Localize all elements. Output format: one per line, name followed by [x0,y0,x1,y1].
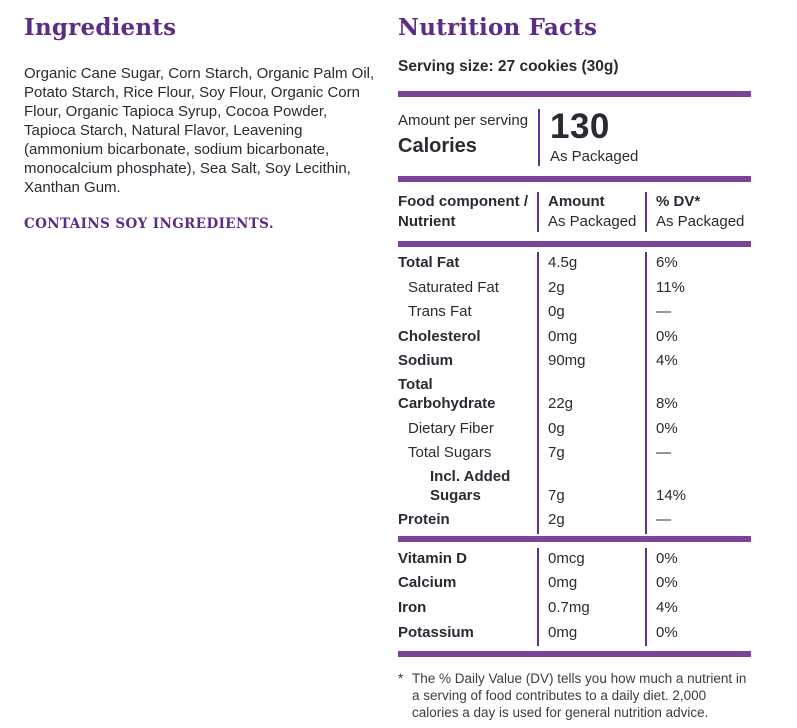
nutrient-name: Dietary Fiber [408,419,494,437]
nutrient-dv: 0% [645,572,751,597]
nutrient-name: Cholesterol [398,327,481,345]
calories-value: 130 [550,107,610,146]
table-row: Total Fat 4.5g 6% [398,252,751,277]
nutrient-name: Total Fat [398,254,460,272]
nutrient-dv: 11% [645,276,751,302]
nutrient-amount: 7g [537,442,645,467]
nutrient-amount: 2g [537,509,645,534]
header-dv: % DV* As Packaged [645,192,751,232]
divider-bar [398,535,751,542]
nutrient-amount: 22g [537,374,645,418]
table-row: Iron 0.7mg 4% [398,596,751,622]
table-row: Incl. Added Sugars 7g 14% [398,466,751,510]
amount-per-serving-label: Amount per serving [398,112,529,129]
nutrient-rows: Total Fat 4.5g 6% Saturated Fat 2g 11% T… [398,247,751,536]
nutrient-amount: 4.5g [537,252,645,277]
table-row: Protein 2g — [398,509,751,534]
nutrient-dv: 6% [645,252,751,277]
calories-label: Calories [398,135,477,157]
nutrient-amount: 0g [537,301,645,326]
footnote-text: The % Daily Value (DV) tells you how muc… [412,671,747,721]
nutrient-dv: — [645,509,751,534]
nutrient-amount: 2g [537,276,645,302]
nutrient-dv: 0% [645,547,751,573]
nutrient-name: Vitamin D [398,549,467,567]
table-row: Potassium 0mg 0% [398,621,751,647]
nutrient-dv: — [645,442,751,467]
ingredients-section: Ingredients Organic Cane Sugar, Corn Sta… [24,12,376,232]
allergen-statement: CONTAINS SOY INGREDIENTS. [24,216,274,232]
vitamin-rows: Vitamin D 0mcg 0% Calcium 0mg 0% Iron 0.… [398,542,751,651]
nutrient-name: Total Carbohydrate [398,375,496,412]
nutrient-dv: 4% [645,596,751,622]
nutrient-name: Sodium [398,352,453,370]
calories-block: Amount per serving Calories 130 As Packa… [398,97,751,176]
nutrient-dv: 4% [645,350,751,375]
serving-size: Serving size: 27 cookies (30g) [398,58,619,75]
divider-bar [398,91,751,97]
nutrition-facts-section: Nutrition Facts Serving size: 27 cookies… [398,12,751,721]
footnote-asterisk: * [398,671,404,687]
table-row: Calcium 0mg 0% [398,572,751,597]
nutrient-dv: 14% [645,466,751,510]
table-row: Vitamin D 0mcg 0% [398,547,751,573]
nutrient-name: Iron [398,599,427,617]
table-row: Sodium 90mg 4% [398,350,751,375]
nutrient-name: Total Sugars [408,444,492,462]
nutrient-dv: 0% [645,621,751,647]
nutrient-dv: 0% [645,417,751,443]
divider-bar [398,651,751,658]
divider-bar [398,176,751,182]
nutrient-name: Saturated Fat [408,278,499,296]
nutrient-dv: 0% [645,325,751,351]
table-row: Trans Fat 0g — [398,301,751,326]
nutrient-name: Protein [398,511,450,529]
calories-value-block: 130 As Packaged [538,109,638,166]
nutrient-amount: 0mcg [537,547,645,573]
nutrient-name: Trans Fat [408,303,472,321]
table-row: Cholesterol 0mg 0% [398,325,751,351]
nutrient-name: Calcium [398,574,457,592]
table-row: Dietary Fiber 0g 0% [398,417,751,443]
header-amount: Amount As Packaged [537,192,645,232]
ingredients-title: Ingredients [24,14,177,41]
nutrient-name: Potassium [398,623,474,641]
nutrient-amount: 0g [537,417,645,443]
table-row: Total Carbohydrate 22g 8% [398,374,751,418]
divider-bar [398,241,751,247]
ingredients-text: Organic Cane Sugar, Corn Starch, Organic… [24,65,375,196]
dv-footnote: * The % Daily Value (DV) tells you how m… [398,670,751,721]
table-row: Saturated Fat 2g 11% [398,276,751,302]
nutrient-dv: 8% [645,374,751,418]
header-food-component: Food component / Nutrient [398,193,528,230]
nutrient-amount: 0mg [537,621,645,647]
nutrient-dv: — [645,301,751,326]
nutrient-amount: 0mg [537,325,645,351]
nutrient-amount: 0.7mg [537,596,645,622]
calories-qualifier: As Packaged [550,148,639,165]
nutrient-name: Incl. Added Sugars [430,467,511,504]
nutrient-table-header: Food component / Nutrient Amount As Pack… [398,182,751,241]
nutrient-amount: 7g [537,466,645,510]
nutrient-amount: 90mg [537,350,645,375]
calories-labels: Amount per serving Calories [398,109,538,166]
nutrient-amount: 0mg [537,572,645,597]
table-row: Total Sugars 7g — [398,442,751,467]
nutrition-facts-title: Nutrition Facts [398,14,598,41]
